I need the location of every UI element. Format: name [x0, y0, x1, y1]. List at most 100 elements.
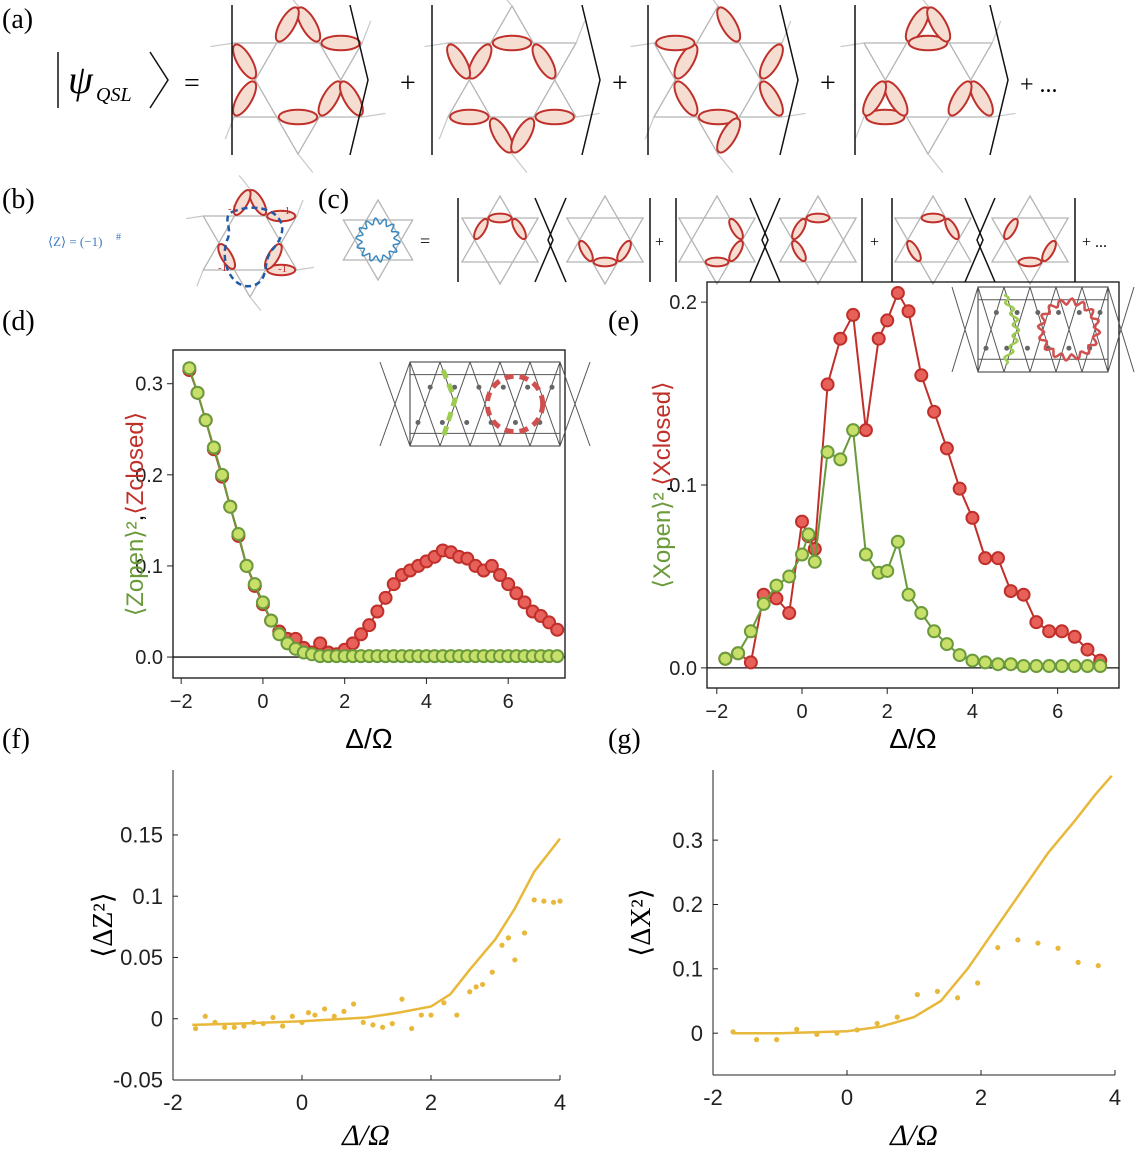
data-point [1054, 624, 1069, 639]
dimer [865, 108, 906, 126]
data-point [370, 604, 385, 619]
data-point [241, 1023, 247, 1029]
lattice [424, 42, 449, 48]
inset-open [440, 369, 458, 439]
ket-angle [349, 4, 369, 156]
dimer [467, 43, 493, 80]
kagome-star [778, 194, 858, 286]
data-point [239, 558, 254, 573]
lattice [196, 269, 204, 287]
data-point [874, 1020, 880, 1027]
data-point [1067, 629, 1082, 644]
kagome-star [565, 194, 645, 286]
lattice [446, 42, 578, 156]
y-tick-label: 0 [151, 1006, 163, 1031]
lattice [506, 0, 513, 7]
dimer [338, 80, 364, 117]
data-point [1029, 659, 1044, 674]
data-point [927, 404, 942, 419]
inset-lattice [977, 286, 1005, 373]
data-point [1029, 615, 1044, 630]
dimer [728, 239, 744, 263]
data-point [231, 1024, 237, 1030]
plus: + [820, 68, 836, 99]
dimer [320, 34, 361, 52]
y-tick-label: 0.0 [135, 647, 163, 669]
data-point [753, 1037, 760, 1043]
data-point [731, 646, 746, 661]
y-tick-label: 0.2 [672, 892, 703, 917]
inset-site [993, 310, 999, 315]
inset-site [1024, 345, 1030, 351]
data-point [192, 1025, 199, 1032]
lattice [991, 112, 1016, 118]
x-tick-label: 6 [1052, 701, 1063, 723]
y-label-series: ⟨Xopen⟩² [649, 492, 676, 588]
data-point [272, 627, 287, 642]
data-point [914, 368, 929, 383]
data-point [1095, 963, 1101, 969]
x-tick-label: 4 [1109, 1085, 1121, 1110]
inset-site [1014, 310, 1020, 315]
data-point [215, 467, 230, 482]
data-point [978, 551, 993, 566]
panel-label: (e) [608, 306, 639, 337]
data-point [782, 569, 797, 584]
data-point [965, 510, 980, 525]
ket-angle [534, 197, 554, 283]
x-tick-label: −2 [705, 701, 728, 723]
inset-site [525, 384, 531, 390]
data-point [846, 423, 861, 438]
psi-sub: QSL [96, 84, 132, 106]
panel-label: (b) [2, 184, 35, 215]
data-point [255, 595, 270, 610]
data-point [954, 995, 961, 1001]
lattice [186, 215, 204, 220]
lattice [781, 112, 806, 118]
y-axis-label: ⟨ΔX²⟩ [626, 888, 657, 956]
panel-label: (g) [608, 724, 641, 755]
y-tick-label: -0.05 [113, 1068, 163, 1093]
data-point [894, 1014, 900, 1020]
inset-closed [484, 373, 546, 435]
data-point [1080, 642, 1095, 657]
data-point [939, 441, 954, 456]
lattice [565, 194, 645, 263]
plus: + [870, 234, 879, 251]
dimer [673, 80, 699, 117]
data-point [1042, 624, 1057, 639]
lattice [202, 187, 298, 271]
y-label-separator: , [122, 515, 149, 522]
dimer [232, 189, 252, 216]
y-axis-label: ⟨ΔZ²⟩ [88, 892, 119, 957]
inset-site [512, 419, 518, 425]
data-point [807, 554, 822, 569]
y-tick-label: 0 [691, 1021, 703, 1046]
lattice [296, 199, 304, 217]
x-tick-label: 6 [503, 691, 514, 713]
data-point [858, 423, 873, 438]
data-point [351, 1001, 357, 1007]
lattice [297, 153, 314, 173]
inset-site [464, 419, 470, 425]
inset-site [549, 384, 555, 390]
ket-angle [989, 4, 1009, 156]
expression: ⟨Z⟩ = (−1) [48, 234, 102, 249]
data-point [1015, 937, 1021, 943]
y-axis-label: ⟨Xopen⟩²,⟨Xclosed⟩ [649, 382, 676, 589]
dimer [317, 80, 343, 117]
dimer [758, 80, 784, 117]
lattice [677, 194, 757, 263]
data-point [512, 957, 518, 963]
series-line [733, 774, 1113, 1035]
x-axis-label: Δ/Ω [345, 723, 392, 754]
dimer [716, 117, 742, 154]
expression-sup: # [116, 232, 121, 243]
dimer [534, 108, 575, 126]
data-point [550, 622, 565, 637]
inset-lattice [951, 286, 979, 373]
x-tick-label: 0 [257, 691, 268, 713]
data-point [270, 1014, 276, 1021]
ket-angle [779, 4, 799, 156]
